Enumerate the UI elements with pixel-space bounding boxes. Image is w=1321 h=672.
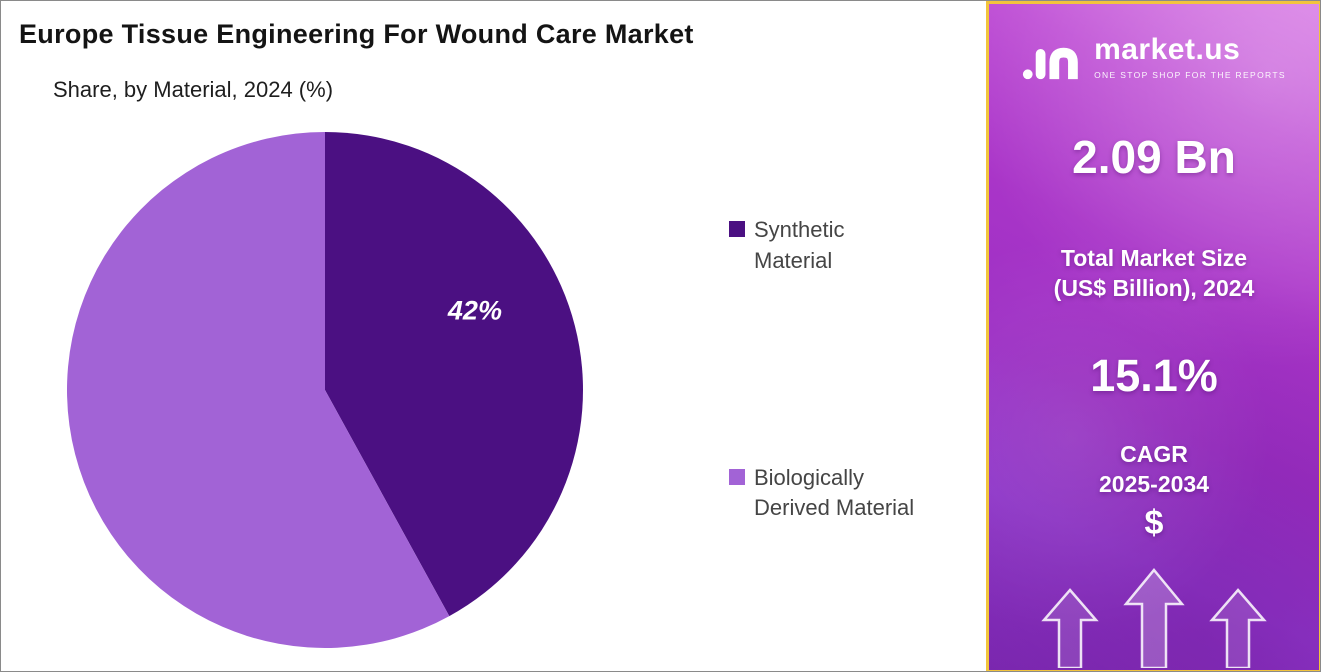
cagr-value: 15.1%	[1090, 350, 1218, 401]
market-size-label-line2: (US$ Billion), 2024	[1053, 274, 1255, 301]
market-size-label-line1: Total Market Size	[1060, 245, 1248, 271]
market-size-label: Total Market Size (US$ Billion), 2024	[989, 244, 1319, 304]
legend-label-biologically-derived-material: Biologically Derived Material	[754, 464, 915, 521]
pie-slice-0	[325, 132, 584, 617]
chart-legend: Synthetic Material Biologically Derived …	[729, 215, 924, 524]
legend-label-synthetic-material: Synthetic Material	[754, 217, 845, 273]
pie-slice-label: 42%	[447, 296, 502, 326]
growth-arrow-right-icon	[1209, 588, 1267, 668]
cagr-label: CAGR 2025-2034	[989, 440, 1319, 500]
dollar-icon: $	[1144, 504, 1164, 542]
legend-swatch-synthetic-material	[729, 221, 745, 237]
pie-slice-1	[67, 132, 450, 648]
cagr-label-line2: 2025-2034	[1099, 470, 1209, 497]
market-size-value: 2.09 Bn	[1072, 131, 1236, 183]
legend-swatch-biologically-derived-material	[729, 468, 745, 485]
growth-arrow-left-icon	[1041, 588, 1099, 668]
legend-item-biologically-derived-material: Biologically Derived Material	[729, 463, 924, 525]
page-title: Europe Tissue Engineering For Wound Care…	[19, 19, 694, 49]
legend-item-synthetic-material: Synthetic Material	[729, 215, 924, 277]
cagr-label-line1: CAGR	[1120, 441, 1188, 467]
logo-name: market.us	[1094, 32, 1241, 66]
market-us-logo-icon	[1022, 47, 1078, 80]
sidebar-stats-panel: market.us ONE STOP SHOP FOR THE REPORTS …	[986, 1, 1320, 671]
logo-text-block: market.us ONE STOP SHOP FOR THE REPORTS	[1094, 32, 1286, 80]
chart-subtitle: Share, by Material, 2024 (%)	[53, 77, 334, 102]
logo-tagline: ONE STOP SHOP FOR THE REPORTS	[1094, 69, 1286, 80]
growth-arrow-center-icon	[1123, 568, 1185, 668]
growth-arrows-icon	[1041, 568, 1267, 668]
market-us-logo: market.us ONE STOP SHOP FOR THE REPORTS	[989, 30, 1319, 84]
pie-chart: 42%	[67, 132, 584, 648]
